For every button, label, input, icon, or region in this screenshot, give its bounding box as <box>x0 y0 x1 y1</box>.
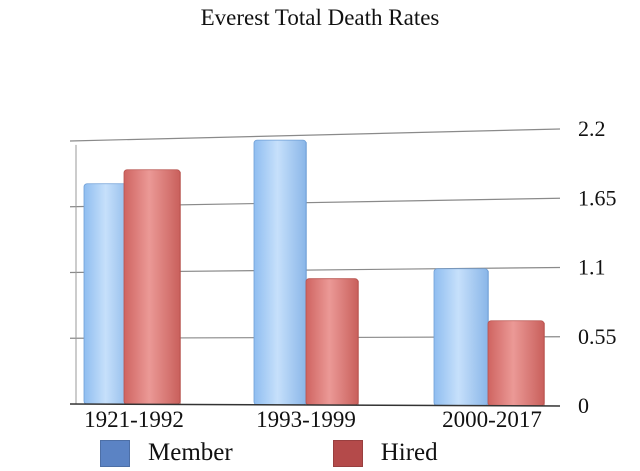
chart-title: Everest Total Death Rates <box>200 5 440 30</box>
x-tick-label: 1993-1999 <box>256 407 356 432</box>
y-tick-label: 1.65 <box>578 185 617 210</box>
x-tick-label: 1921-1992 <box>84 407 184 432</box>
bar-member <box>433 268 489 406</box>
gridline <box>69 128 561 142</box>
bar-member <box>253 139 307 406</box>
legend-item-member: Member <box>100 439 233 467</box>
legend-item-hired: Hired <box>332 439 438 467</box>
legend-label-member: Member <box>148 439 233 466</box>
bar-hired <box>487 320 545 407</box>
legend-swatch-member <box>100 439 130 467</box>
x-axis-line <box>69 403 561 407</box>
y-tick-label: 0 <box>578 393 589 418</box>
legend: Member Hired <box>100 438 538 468</box>
y-tick-label: 1.1 <box>578 255 606 280</box>
legend-label-hired: Hired <box>380 439 438 466</box>
legend-swatch-hired <box>332 439 363 467</box>
x-tick-label: 2000-2017 <box>442 407 542 432</box>
y-tick-label: 0.55 <box>578 324 617 349</box>
bar-hired <box>305 278 359 406</box>
bar-hired <box>123 169 181 405</box>
y-tick-label: 2.2 <box>578 116 606 141</box>
